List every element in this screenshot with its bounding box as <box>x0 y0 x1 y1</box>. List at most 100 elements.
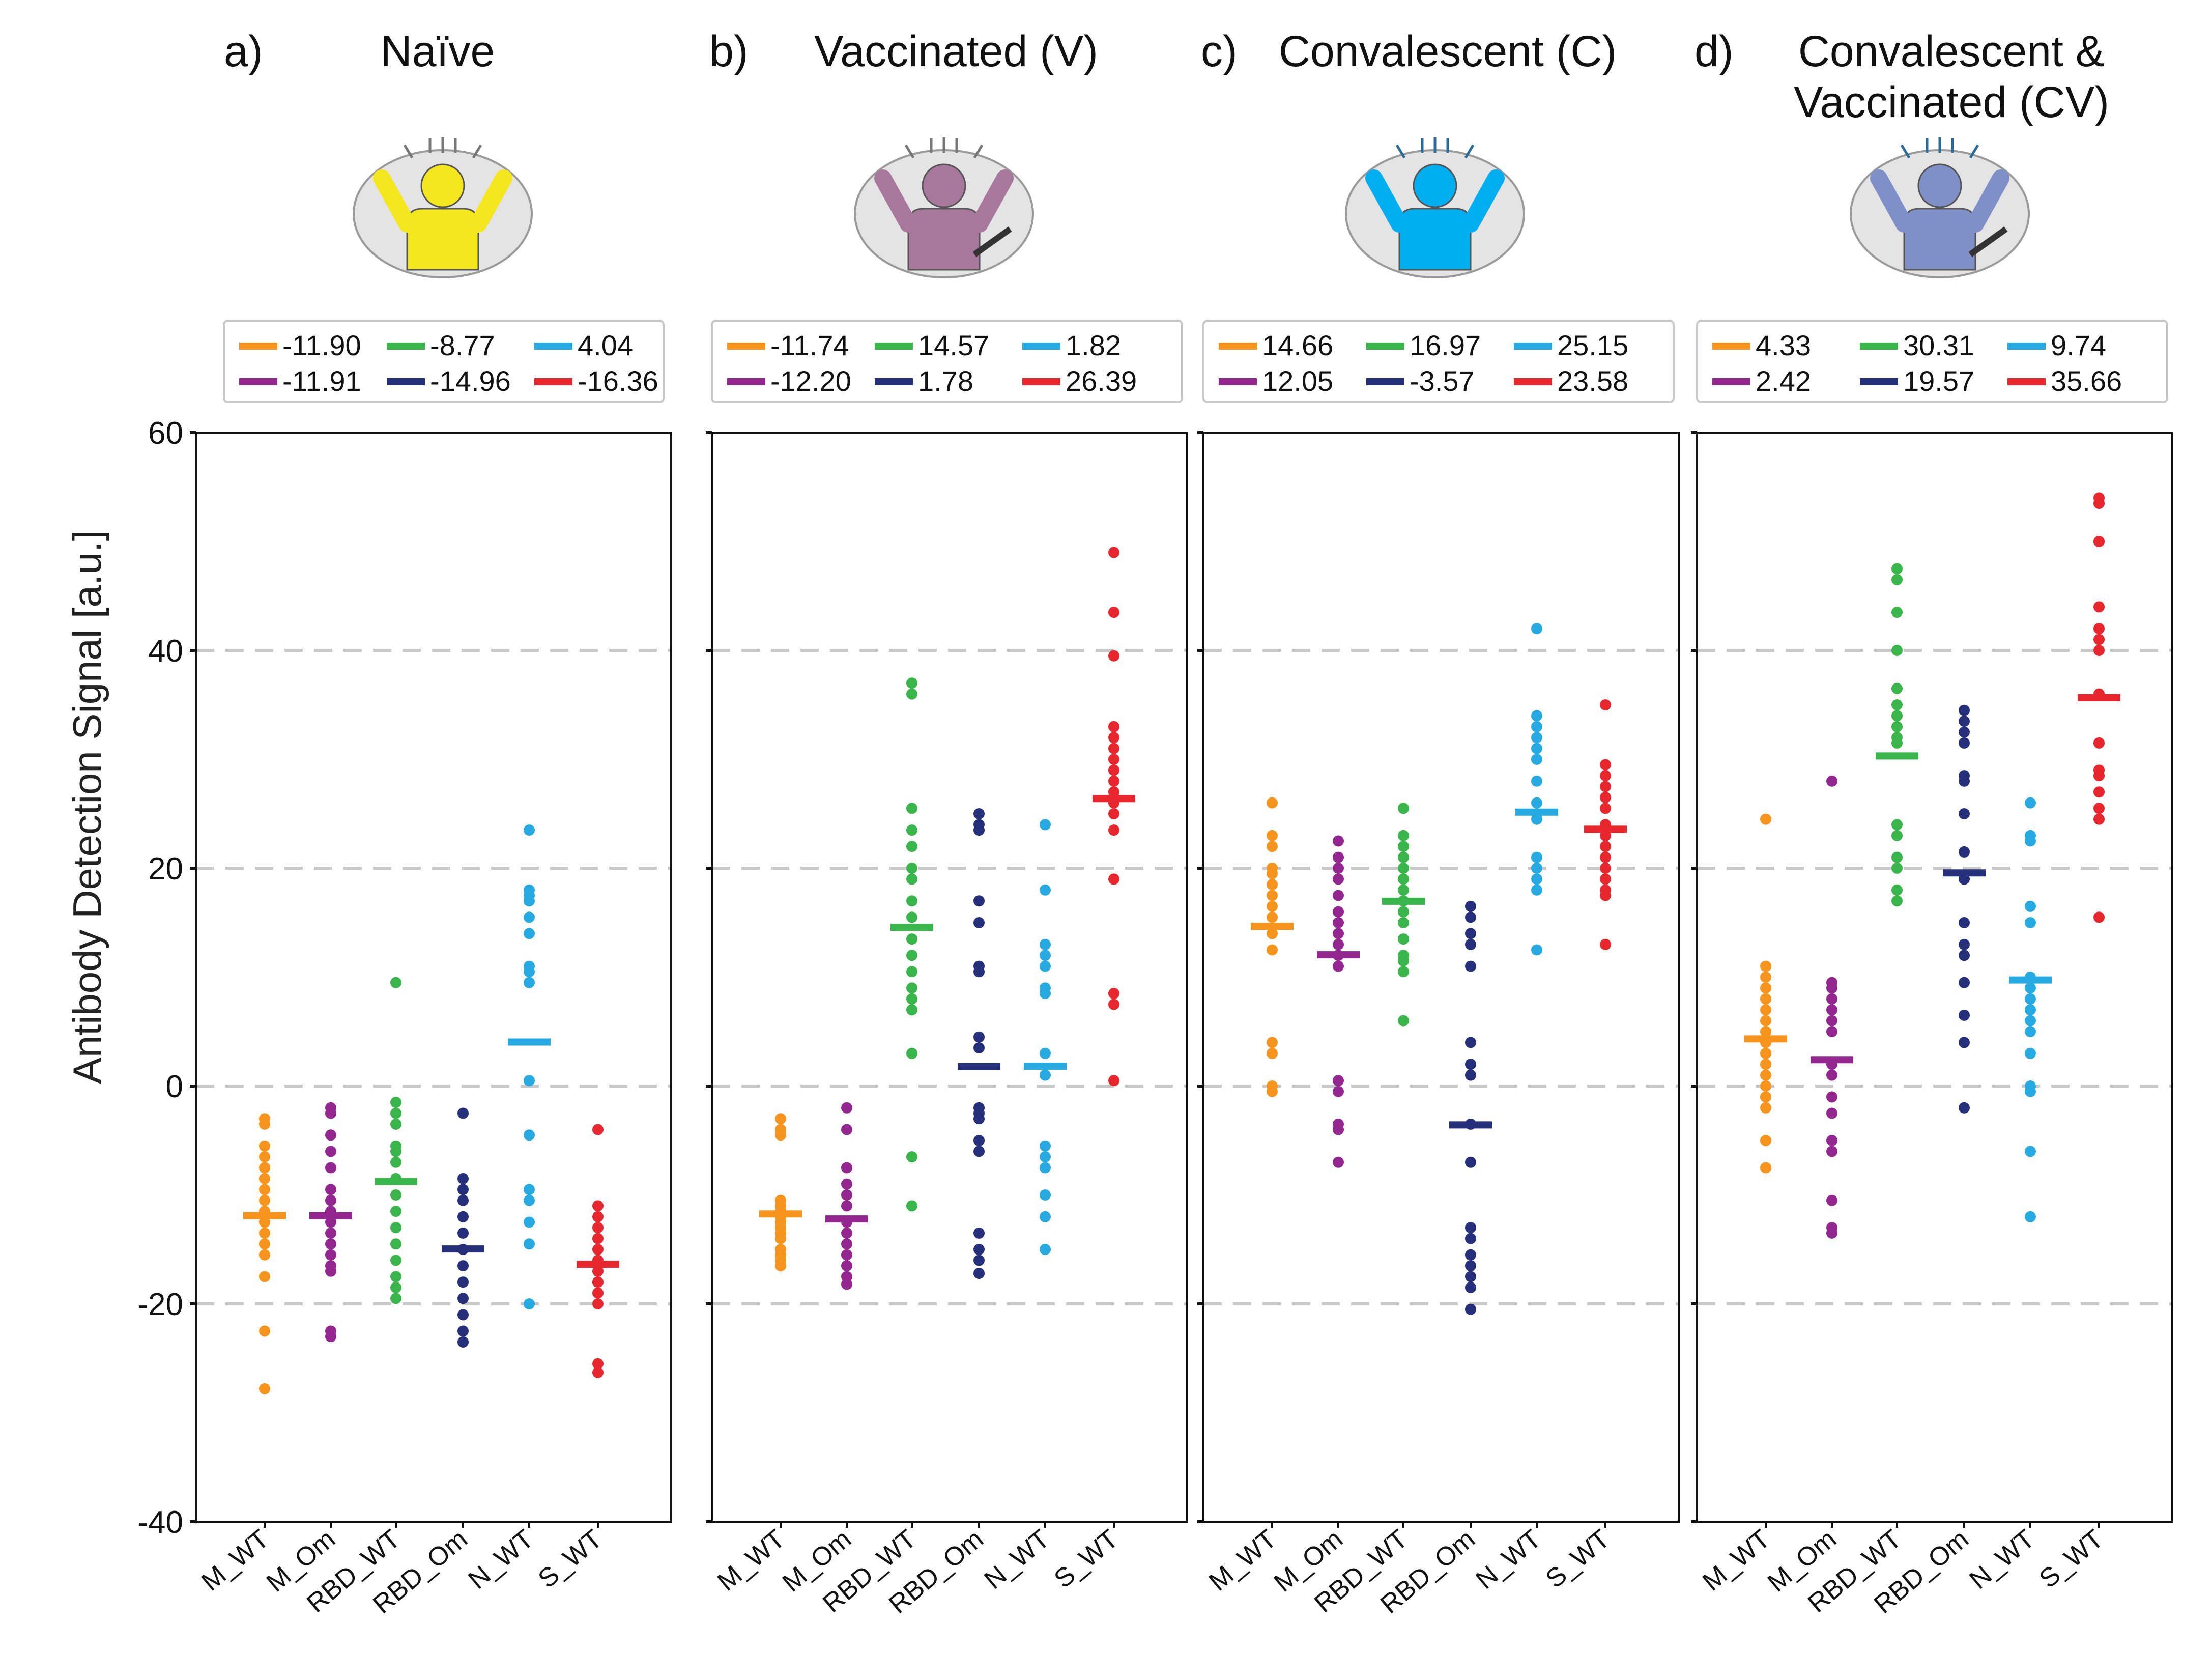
data-point <box>457 1276 469 1288</box>
data-point <box>1600 770 1611 782</box>
data-point <box>2025 1026 2036 1037</box>
data-point <box>2093 813 2105 825</box>
data-point <box>390 1206 401 1217</box>
data-point <box>259 1173 270 1184</box>
data-point <box>1531 797 1542 809</box>
data-point <box>1108 764 1119 776</box>
x-tick-label: N_WT <box>979 1524 1055 1595</box>
data-point <box>1465 938 1476 950</box>
data-point <box>1891 863 1903 874</box>
legend-value: -3.57 <box>1410 365 1475 397</box>
panel-letter: c) <box>1201 27 1238 76</box>
data-point <box>1040 884 1051 896</box>
data-point <box>1333 960 1344 972</box>
data-point <box>1959 977 1970 988</box>
legend-value: 1.78 <box>918 365 973 397</box>
data-point <box>1891 721 1903 732</box>
data-point <box>1267 797 1278 809</box>
data-point <box>973 1227 985 1239</box>
data-point <box>592 1287 604 1299</box>
vaccinated-person-icon <box>854 137 1034 278</box>
data-point <box>775 1260 786 1272</box>
data-point <box>1531 851 1542 863</box>
data-point <box>259 1249 270 1261</box>
icon-right-arm <box>470 169 512 233</box>
data-point <box>592 1358 604 1370</box>
data-point <box>1600 851 1611 863</box>
icon-left-arm <box>874 169 917 233</box>
data-point <box>1959 1009 1970 1021</box>
data-point <box>325 1162 336 1174</box>
data-point <box>592 1244 604 1255</box>
data-point <box>973 917 985 928</box>
syringe-icon <box>1968 226 2008 257</box>
data-point <box>1760 982 1771 994</box>
data-point <box>1398 1015 1409 1027</box>
data-point <box>1108 607 1119 618</box>
data-point <box>1398 955 1409 966</box>
data-point <box>390 1255 401 1266</box>
legend-value: -11.91 <box>282 365 361 397</box>
data-point <box>2025 1211 2036 1222</box>
data-point <box>1760 1069 1771 1081</box>
data-point <box>390 1281 401 1293</box>
data-point <box>1333 1124 1344 1135</box>
data-point <box>1891 884 1903 896</box>
data-point <box>775 1129 786 1141</box>
data-point <box>592 1211 604 1222</box>
legend-value: 12.05 <box>1262 365 1333 397</box>
data-point <box>1891 710 1903 722</box>
data-point <box>1826 1227 1837 1239</box>
legend-value: 14.57 <box>918 329 989 361</box>
data-point <box>906 688 917 700</box>
data-point <box>1826 1091 1837 1103</box>
x-tick-label: N_WT <box>1964 1524 2041 1595</box>
data-point <box>259 1238 270 1250</box>
data-point <box>592 1276 604 1288</box>
data-point <box>457 1293 469 1304</box>
x-tick-label: S_WT <box>1540 1524 1616 1594</box>
icon-head <box>420 163 465 208</box>
data-point <box>841 1227 852 1239</box>
data-point <box>1040 938 1051 950</box>
legend: 14.66 16.97 25.15 12.05 -3.57 23.58 <box>1202 320 1675 403</box>
data-point <box>1465 1260 1476 1272</box>
data-point <box>1465 1233 1476 1244</box>
data-point <box>841 1189 852 1201</box>
data-point <box>1267 1047 1278 1059</box>
data-point <box>259 1227 270 1239</box>
data-point <box>906 966 917 978</box>
legend-value: 16.97 <box>1410 329 1481 361</box>
data-point <box>1333 938 1344 950</box>
data-point <box>1108 999 1119 1010</box>
data-point <box>1531 884 1542 896</box>
data-point <box>524 1129 535 1141</box>
data-point <box>906 1047 917 1059</box>
data-point <box>524 966 535 978</box>
panel-letter: d) <box>1694 27 1733 76</box>
data-point <box>1398 933 1409 945</box>
panel-b: b) Vaccinated (V) -11.74 14.57 1.82 -12.20 1.7… <box>706 27 1188 1619</box>
legend-value: 1.82 <box>1066 329 1121 361</box>
data-point <box>1600 803 1611 814</box>
data-point <box>1333 917 1344 928</box>
icon-ray <box>1900 144 1911 159</box>
data-point <box>1465 1281 1476 1293</box>
data-point <box>457 1227 469 1239</box>
data-point <box>1267 1037 1278 1048</box>
icon-ray <box>1395 144 1406 159</box>
data-point <box>524 1216 535 1228</box>
data-point <box>1465 900 1476 912</box>
y-tick-label: 40 <box>148 634 183 669</box>
legend-value: 19.57 <box>1903 365 1974 397</box>
legend-value: -8.77 <box>430 329 495 361</box>
data-point <box>1333 1156 1344 1168</box>
data-point <box>1040 1140 1051 1152</box>
data-point <box>1465 1249 1476 1261</box>
data-point <box>1531 710 1542 722</box>
y-tick-label: -20 <box>137 1287 183 1322</box>
data-point <box>1040 988 1051 1000</box>
data-point <box>2093 601 2105 613</box>
data-point <box>457 1336 469 1348</box>
data-point <box>325 1238 336 1250</box>
